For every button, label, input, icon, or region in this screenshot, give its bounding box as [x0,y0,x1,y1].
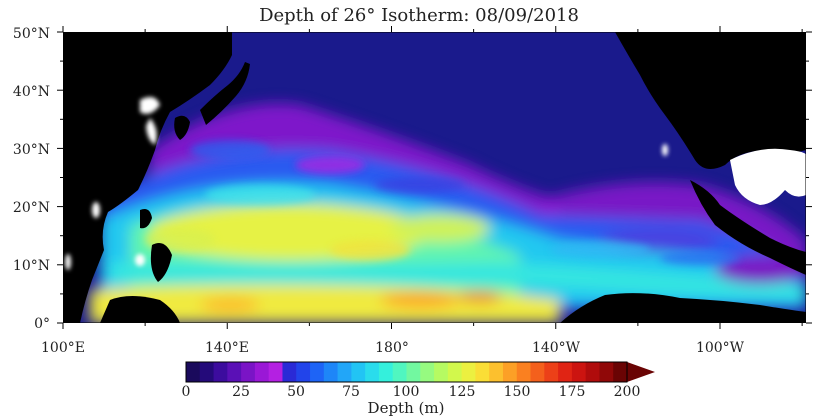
colorbar-swatch [254,362,270,382]
colorbar-tick-125: 125 [449,384,476,400]
colorbar-tick-150: 150 [504,384,531,400]
lat-label-30n: 30°N [13,142,50,158]
lon-label-180: 180° [375,340,409,356]
colorbar-frame [185,361,628,383]
colorbar-swatch [365,362,380,382]
colorbar-swatch [337,362,352,382]
lon-label-140w: 140°W [532,340,581,356]
colorbar-tick-200: 200 [614,384,641,400]
colorbar-swatch [599,362,614,382]
colorbar-swatch [296,362,311,382]
colorbar-swatch [434,362,449,382]
colorbar-tick-100: 100 [393,384,420,400]
colorbar-swatch [351,362,366,382]
depth-texture [145,140,740,265]
lat-label-20n: 20°N [13,200,50,216]
axis-ticks [57,26,812,329]
colorbar-swatch [268,362,284,382]
colorbar-label: Depth (m) [368,399,445,417]
colorbar-tick-0: 0 [182,384,191,400]
longitude-labels: 100°E 140°E 180° 140°W 100°W [41,340,745,356]
lat-label-equator: 0° [34,316,50,332]
lon-label-100e: 100°E [41,340,85,356]
colorbar-swatch [199,362,215,382]
colorbar-swatch [613,362,628,382]
colorbar-swatch [323,362,339,382]
map-title: Depth of 26° Isotherm: 08/09/2018 [259,5,579,26]
colorbar-swatches [186,362,628,382]
colorbar-tick-labels: 0 25 50 75 100 125 150 175 200 [182,384,641,400]
coastal-no-data [65,96,668,270]
colorbar-swatch [502,362,518,382]
colorbar-swatch [406,362,421,382]
colorbar-swatch [461,362,477,382]
colorbar-tick-175: 175 [559,384,586,400]
colorbar-swatch [544,362,559,382]
lat-label-10n: 10°N [13,258,50,274]
colorbar-overflow-arrow [627,362,655,382]
depth-field [90,103,806,323]
colorbar-tick-50: 50 [287,384,305,400]
colorbar-swatch [241,362,256,382]
map-area [63,32,806,323]
colorbar-swatch [227,362,242,382]
colorbar-swatch [530,362,545,382]
colorbar-swatch [571,362,587,382]
colorbar-swatch [558,362,573,382]
colorbar-swatch [420,362,435,382]
colorbar-swatch [392,362,408,382]
colorbar-swatch [447,362,463,382]
colorbar-swatch [516,362,532,382]
colorbar-swatch [378,362,394,382]
colorbar-swatch [585,362,601,382]
colorbar-swatch [282,362,297,382]
colorbar-swatch [475,362,490,382]
lat-label-50n: 50°N [13,26,50,42]
latitude-labels: 50°N 40°N 30°N 20°N 10°N 0° [13,26,50,332]
colorbar-swatch [186,362,201,382]
colorbar-swatch [310,362,325,382]
colorbar-swatch [213,362,228,382]
colorbar: 0 25 50 75 100 125 150 175 200 Depth (m) [182,361,655,417]
lat-label-40n: 40°N [13,84,50,100]
lon-label-100w: 100°W [696,340,745,356]
land [63,32,806,323]
colorbar-swatch [489,362,504,382]
colorbar-tick-75: 75 [342,384,360,400]
lon-label-140e: 140°E [205,340,249,356]
colorbar-tick-25: 25 [232,384,250,400]
